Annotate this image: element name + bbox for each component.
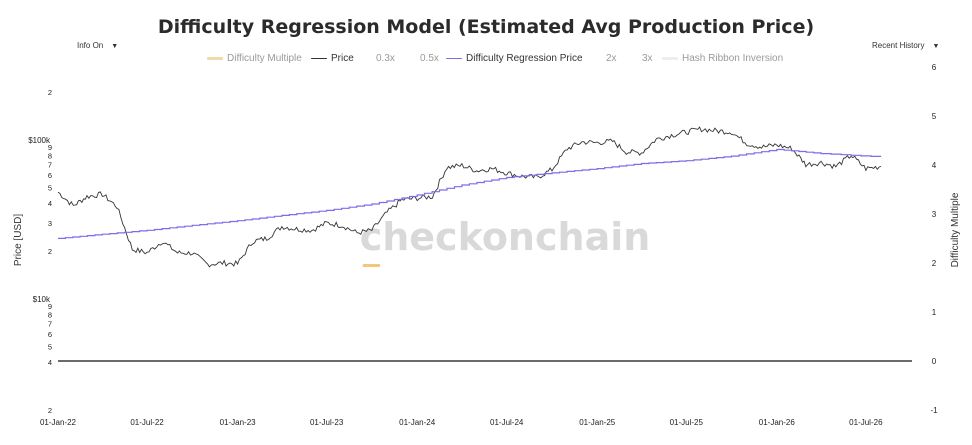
legend-item-2x[interactable]: 2x xyxy=(606,53,617,64)
legend-item-0-3x[interactable]: 0.3x xyxy=(376,53,395,64)
y2-tick-label: 6 xyxy=(932,63,937,72)
info-dropdown-label: Info On xyxy=(77,41,104,50)
x-tick-label: 01-Jan-26 xyxy=(759,418,796,427)
x-tick-label: 01-Jul-26 xyxy=(849,418,883,427)
right-axis: 6 5 4 3 2 1 0 -1 xyxy=(930,63,938,415)
x-axis: 01-Jan-22 01-Jul-22 01-Jan-23 01-Jul-23 01-J… xyxy=(40,418,883,427)
regression-series-line xyxy=(58,148,882,239)
y-tick-label: 5 xyxy=(48,184,52,193)
legend-label: Hash Ribbon Inversion xyxy=(682,53,784,64)
y-tick-label: 2 xyxy=(48,88,52,97)
x-tick-label: 01-Jan-23 xyxy=(220,418,257,427)
chart-title: Difficulty Regression Model (Estimated A… xyxy=(157,16,815,38)
info-dropdown[interactable]: Info On ▼ xyxy=(77,41,118,50)
legend-item-difficulty-multiple[interactable]: Difficulty Multiple xyxy=(207,53,302,64)
y-tick-label: 4 xyxy=(48,199,52,208)
x-tick-label: 01-Jul-25 xyxy=(670,418,704,427)
y-tick-label: 7 xyxy=(48,319,52,328)
history-dropdown-label: Recent History xyxy=(872,41,925,50)
y-tick-label: 9 xyxy=(48,302,52,311)
legend-label: 0.5x xyxy=(420,53,439,64)
chart-legend: Difficulty Multiple Price 0.3x 0.5x Diff… xyxy=(0,53,972,67)
y2-tick-label: -1 xyxy=(930,406,938,415)
legend-item-0-5x[interactable]: 0.5x xyxy=(420,53,439,64)
legend-label: 2x xyxy=(606,53,617,64)
y2-tick-label: 0 xyxy=(932,357,937,366)
price-series-line xyxy=(57,126,882,268)
history-dropdown[interactable]: Recent History ▼ xyxy=(872,41,939,50)
x-tick-label: 01-Jul-24 xyxy=(490,418,524,427)
legend-swatch xyxy=(207,57,223,60)
y2-tick-label: 2 xyxy=(932,259,937,268)
series-layer xyxy=(57,126,882,268)
legend-label: Difficulty Regression Price xyxy=(466,53,583,64)
x-tick-label: 01-Jan-25 xyxy=(579,418,616,427)
legend-swatch xyxy=(446,57,462,60)
chevron-down-icon: ▼ xyxy=(111,43,119,50)
y-tick-label: $100k xyxy=(28,136,51,145)
y2-tick-label: 5 xyxy=(932,112,937,121)
y2-tick-label: 1 xyxy=(932,308,937,317)
x-tick-label: 01-Jul-22 xyxy=(130,418,164,427)
y-tick-label: 2 xyxy=(48,406,52,415)
y-tick-label: 6 xyxy=(48,330,52,339)
y-tick-label: 6 xyxy=(48,171,52,180)
legend-swatch xyxy=(311,57,327,60)
legend-label: 0.3x xyxy=(376,53,395,64)
y-tick-label: 4 xyxy=(48,358,52,367)
legend-label: Difficulty Multiple xyxy=(227,53,302,64)
y-tick-label: $10k xyxy=(33,295,51,304)
chevron-down-icon: ▼ xyxy=(932,43,940,50)
y-tick-label: 9 xyxy=(48,143,52,152)
y-axis-title: Price [USD] xyxy=(13,214,24,266)
watermark: checkonchain xyxy=(360,215,651,259)
legend-item-price[interactable]: Price xyxy=(311,53,354,64)
y2-tick-label: 4 xyxy=(932,161,937,170)
y-tick-label: 8 xyxy=(48,310,52,319)
legend-item-hash-ribbon[interactable]: Hash Ribbon Inversion xyxy=(662,53,783,64)
y-tick-label: 5 xyxy=(48,343,52,352)
legend-item-regression[interactable]: Difficulty Regression Price xyxy=(446,53,583,64)
legend-label: Price xyxy=(331,53,354,64)
y-tick-label: 8 xyxy=(48,151,52,160)
x-tick-label: 01-Jan-22 xyxy=(40,418,77,427)
x-tick-label: 01-Jul-23 xyxy=(310,418,344,427)
y-tick-label: 2 xyxy=(48,247,52,256)
legend-item-3x[interactable]: 3x xyxy=(642,53,653,64)
x-tick-label: 01-Jan-24 xyxy=(399,418,436,427)
legend-label: 3x xyxy=(642,53,653,64)
y-tick-label: 3 xyxy=(48,219,52,228)
legend-swatch xyxy=(662,57,678,60)
y-tick-label: 7 xyxy=(48,160,52,169)
y2-axis-title: Difficulty Multiple xyxy=(950,192,961,267)
y2-tick-label: 3 xyxy=(932,210,937,219)
